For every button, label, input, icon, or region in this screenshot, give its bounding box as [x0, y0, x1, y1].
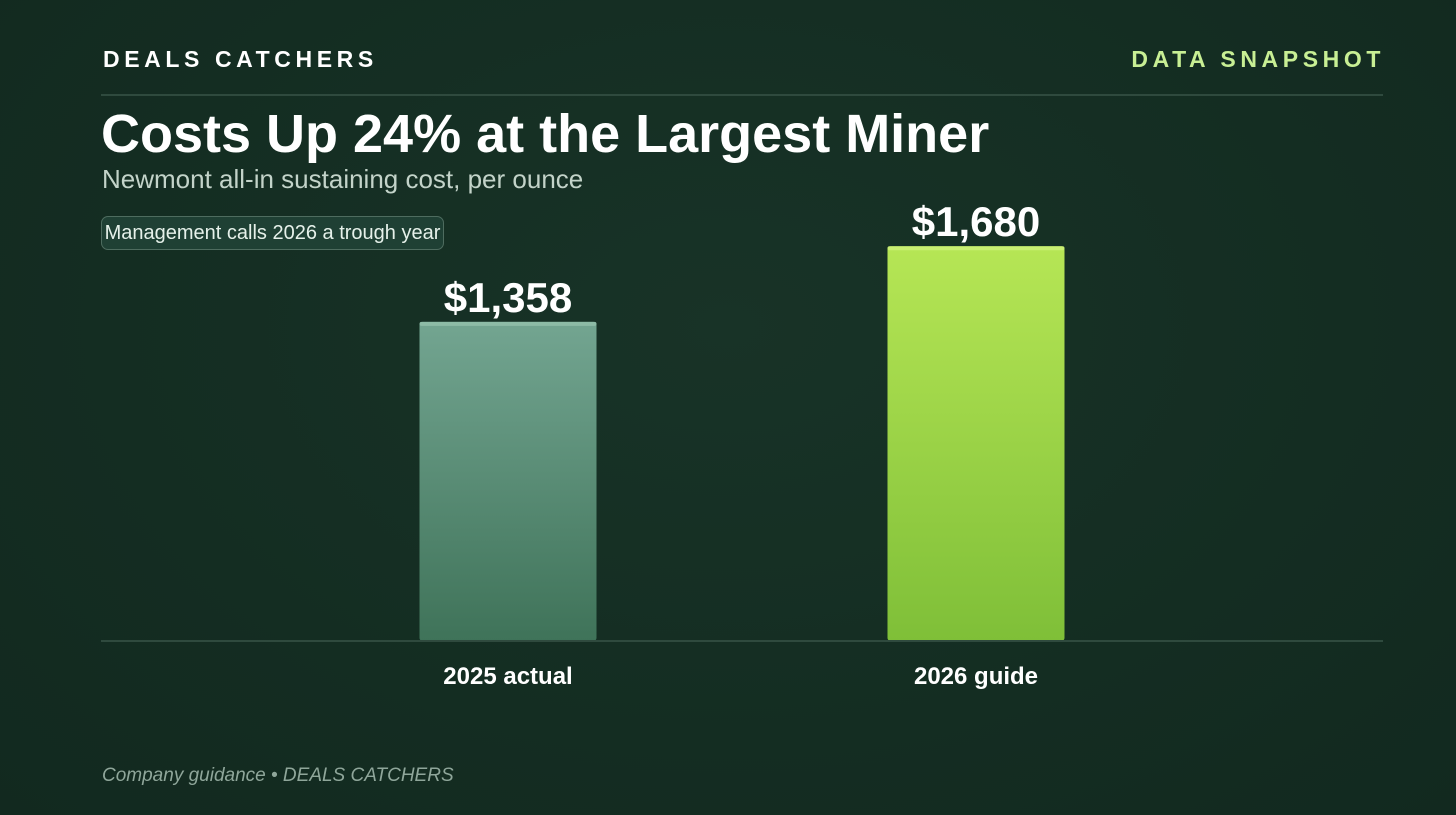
chart-title: Costs Up 24% at the Largest Miner: [101, 104, 990, 164]
data-label-0: $1,358: [444, 274, 572, 321]
header-divider: [101, 94, 1383, 96]
brand-name: DEALS CATCHERS: [103, 46, 378, 72]
chart-subtitle: Newmont all-in sustaining cost, per ounc…: [102, 164, 584, 194]
bar-cap-0: [419, 321, 597, 326]
section-tag: DATA SNAPSHOT: [1131, 46, 1385, 72]
data-label-1: $1,680: [912, 198, 1040, 245]
source-footer: Company guidance • DEALS CATCHERS: [102, 765, 454, 786]
category-label-0: 2025 actual: [443, 663, 572, 690]
bar-0: [419, 321, 597, 641]
category-label-1: 2026 guide: [914, 663, 1038, 690]
bar-cap-1: [887, 246, 1065, 251]
bar-1: [887, 246, 1065, 641]
callout-badge: Management calls 2026 a trough year: [101, 216, 444, 250]
